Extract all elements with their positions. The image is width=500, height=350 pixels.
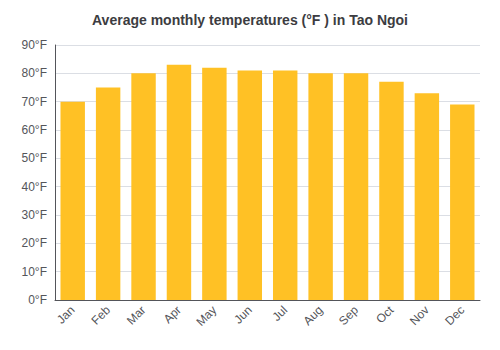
svg-text:40°F: 40°F bbox=[22, 180, 47, 194]
svg-text:70°F: 70°F bbox=[22, 95, 47, 109]
svg-text:30°F: 30°F bbox=[22, 208, 47, 222]
svg-text:Sep: Sep bbox=[336, 303, 361, 328]
svg-text:Feb: Feb bbox=[89, 303, 114, 328]
svg-text:60°F: 60°F bbox=[22, 123, 47, 137]
svg-text:Oct: Oct bbox=[373, 303, 397, 327]
svg-text:90°F: 90°F bbox=[22, 38, 47, 52]
svg-text:Apr: Apr bbox=[161, 303, 184, 326]
svg-text:Mar: Mar bbox=[124, 303, 149, 327]
svg-text:Jan: Jan bbox=[54, 303, 78, 327]
svg-text:Dec: Dec bbox=[442, 303, 467, 328]
svg-text:0°F: 0°F bbox=[28, 293, 47, 307]
svg-text:May: May bbox=[193, 303, 219, 329]
svg-text:Aug: Aug bbox=[301, 303, 326, 328]
svg-text:20°F: 20°F bbox=[22, 236, 47, 250]
svg-text:10°F: 10°F bbox=[22, 265, 47, 279]
svg-text:80°F: 80°F bbox=[22, 66, 47, 80]
svg-text:Jun: Jun bbox=[231, 303, 255, 327]
svg-text:Average monthly temperatures (: Average monthly temperatures (°F ) in Ta… bbox=[92, 12, 408, 28]
svg-text:50°F: 50°F bbox=[22, 151, 47, 165]
svg-text:Nov: Nov bbox=[407, 303, 432, 328]
svg-text:Jul: Jul bbox=[269, 303, 290, 324]
